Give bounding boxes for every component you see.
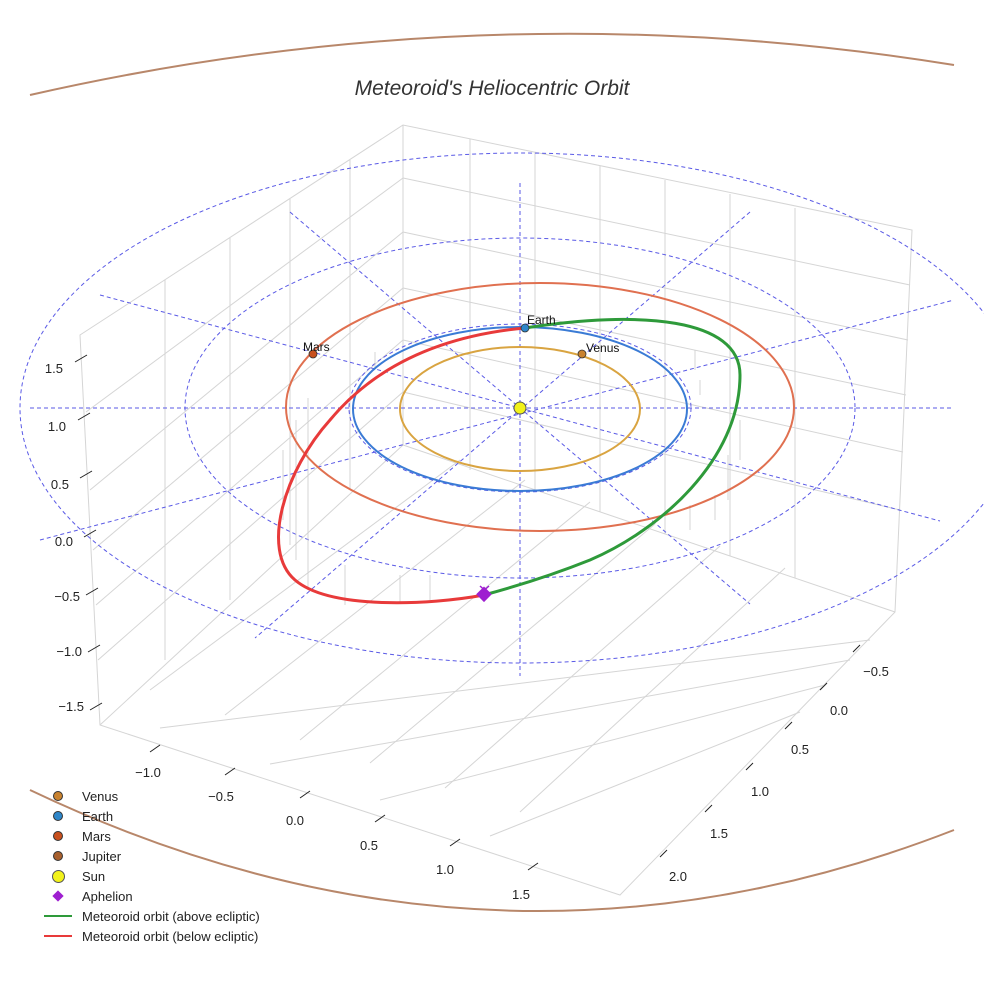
jupiter-legend-dot <box>53 851 63 861</box>
z-tick-label: 1.5 <box>45 361 63 376</box>
orbit-above-legend-line <box>44 915 72 917</box>
x-tick-label: −1.0 <box>135 765 161 780</box>
z-axis-ticks <box>74 354 103 711</box>
legend-item-earth: Earth <box>40 806 260 826</box>
legend-item-venus: Venus <box>40 786 260 806</box>
mars-orbit <box>285 282 795 532</box>
legend-item-orbit-above: Meteoroid orbit (above ecliptic) <box>40 906 260 926</box>
x-axis-ticks <box>149 744 539 871</box>
venus-legend-dot <box>53 791 63 801</box>
legend-item-jupiter: Jupiter <box>40 846 260 866</box>
venus-orbit <box>399 346 641 472</box>
y-tick-label: 2.0 <box>669 869 687 884</box>
y-tick-label: 0.5 <box>791 742 809 757</box>
legend-label: Mars <box>82 828 111 844</box>
sun-legend-dot <box>51 869 65 883</box>
x-tick-label: 1.5 <box>512 887 530 902</box>
legend-item-mars: Mars <box>40 826 260 846</box>
meteoroid-orbit-below-ecliptic <box>277 326 526 605</box>
legend-label: Meteoroid orbit (below ecliptic) <box>82 928 259 944</box>
mars-legend-dot <box>53 831 63 841</box>
jupiter-orbit-bottom <box>29 789 955 912</box>
legend-label: Aphelion <box>82 888 133 904</box>
y-tick-label: 0.0 <box>830 703 848 718</box>
earth-label: Earth <box>527 313 556 327</box>
legend-label: Venus <box>82 788 119 804</box>
aphelion-legend-diamond <box>52 890 64 902</box>
mars-label: Mars <box>303 340 330 354</box>
sun-marker <box>513 401 527 415</box>
z-tick-label: −1.0 <box>56 644 82 659</box>
y-tick-label: −0.5 <box>863 664 889 679</box>
legend-item-aphelion: Aphelion <box>40 886 260 906</box>
legend-item-sun: Sun <box>40 866 260 886</box>
earth-marker <box>520 323 530 333</box>
mars-marker <box>308 349 318 359</box>
x-tick-label: −0.5 <box>208 789 234 804</box>
chart-title: Meteoroid's Heliocentric Orbit <box>355 77 631 100</box>
legend-label: Jupiter <box>82 848 122 864</box>
droplines <box>282 350 741 605</box>
z-tick-label: −1.5 <box>58 699 84 714</box>
x-tick-label: 0.5 <box>360 838 378 853</box>
z-tick-label: 0.0 <box>55 534 73 549</box>
z-tick-label: 1.0 <box>48 419 66 434</box>
jupiter-orbit-top <box>29 32 955 96</box>
meteoroid-orbit-above-ecliptic <box>483 317 742 597</box>
y-axis-ticks <box>659 644 861 858</box>
z-tick-label: 0.5 <box>51 477 69 492</box>
legend-label: Earth <box>82 808 114 824</box>
x-tick-label: 0.0 <box>286 813 304 828</box>
y-tick-label: 1.0 <box>751 784 769 799</box>
aphelion-cross <box>479 585 490 595</box>
orbit-below-legend-line <box>44 935 72 937</box>
legend: Venus Earth Mars Jupiter Sun Aphelion Me… <box>40 786 260 946</box>
earth-legend-dot <box>53 811 63 821</box>
z-tick-label: −0.5 <box>54 589 80 604</box>
legend-label: Meteoroid orbit (above ecliptic) <box>82 908 260 924</box>
legend-label: Sun <box>82 868 106 884</box>
y-tick-label: 1.5 <box>710 826 728 841</box>
legend-item-orbit-below: Meteoroid orbit (below ecliptic) <box>40 926 260 946</box>
venus-label: Venus <box>586 341 619 355</box>
venus-marker <box>577 349 587 359</box>
x-tick-label: 1.0 <box>436 862 454 877</box>
